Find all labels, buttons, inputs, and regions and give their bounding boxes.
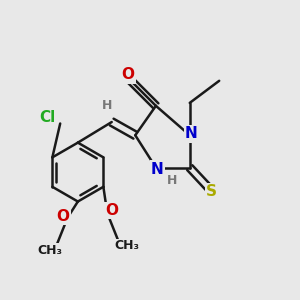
Text: H: H <box>102 99 112 112</box>
Text: CH₃: CH₃ <box>114 239 139 252</box>
Text: O: O <box>105 203 118 218</box>
Text: CH₃: CH₃ <box>38 244 62 256</box>
Text: S: S <box>206 184 217 199</box>
Text: N: N <box>185 126 198 141</box>
Text: O: O <box>57 209 70 224</box>
Text: Cl: Cl <box>39 110 55 125</box>
Text: H: H <box>167 174 177 188</box>
Text: N: N <box>151 162 164 177</box>
Text: O: O <box>122 68 134 82</box>
